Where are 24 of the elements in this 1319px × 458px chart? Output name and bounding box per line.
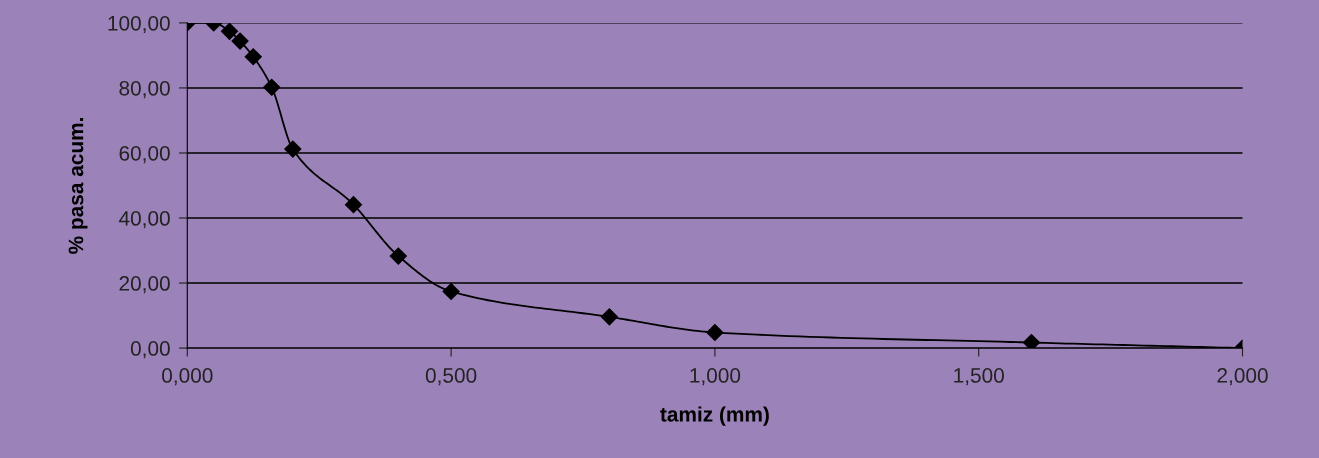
y-tick-label: 100,00: [108, 15, 170, 34]
point: [284, 140, 302, 158]
y-tick-label: 0,00: [130, 341, 170, 359]
point: [220, 22, 239, 40]
point: [231, 32, 249, 50]
y-tick-label: 80,00: [119, 80, 170, 99]
y-axis-title: % pasa acum.: [68, 118, 88, 254]
x-tick-label: 0,000: [162, 368, 213, 386]
point: [442, 282, 460, 301]
x-tick-label: 0,500: [425, 368, 477, 386]
x-axis-title: tamiz (mm): [660, 406, 769, 426]
point: [263, 78, 281, 96]
point: [389, 247, 407, 265]
point: [1022, 333, 1041, 349]
x-tick-label: 1,500: [954, 368, 1004, 386]
y-tick-label: 20,00: [119, 276, 170, 294]
y-tick-label: 60,00: [119, 145, 170, 164]
x-tick-label: 2,000: [1217, 368, 1268, 386]
point: [600, 308, 618, 326]
x-tick-label: 1,000: [690, 368, 741, 386]
point: [706, 323, 724, 342]
point: [344, 196, 363, 214]
y-tick-label: 40,00: [118, 211, 170, 229]
point: [244, 48, 262, 66]
